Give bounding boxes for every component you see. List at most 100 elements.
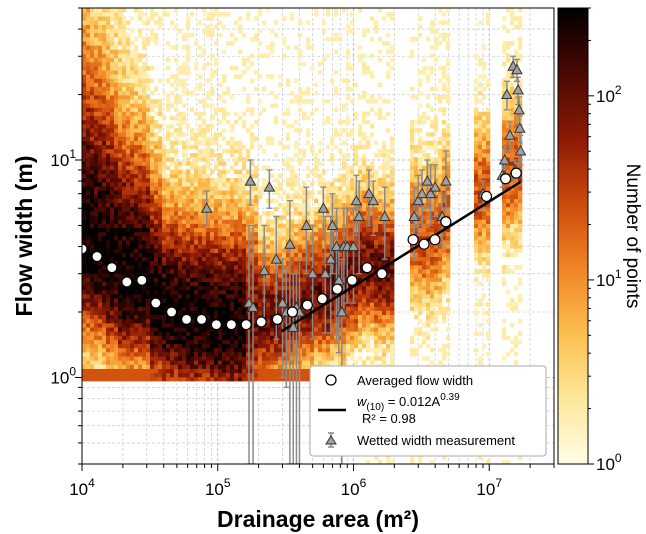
heatmap-cell [314,12,319,17]
heatmap-cell [326,219,331,224]
heatmap-cell [282,289,287,295]
heatmap-cell [146,273,151,278]
heatmap-cell [254,16,259,21]
heatmap-cell [306,45,311,50]
heatmap-cell [94,244,99,249]
heatmap-cell [158,153,163,158]
heatmap-cell [94,306,99,311]
heatmap-cell [138,182,143,187]
heatmap-cell [330,347,335,353]
heatmap-cell [82,372,87,378]
heatmap-cell [114,256,119,262]
heatmap-cell [314,302,319,307]
heatmap-cell [306,215,311,220]
heatmap-cell [174,198,179,204]
heatmap-cell [130,360,135,365]
heatmap-cell [134,327,139,332]
heatmap-cell [190,269,195,274]
heatmap-cell [146,240,151,245]
heatmap-cell [246,360,251,365]
heatmap-cell [178,169,183,175]
heatmap-cell [182,327,187,332]
heatmap-cell [134,206,139,212]
heatmap-cell [278,273,283,278]
heatmap-cell [242,256,247,262]
heatmap-cell [274,352,279,357]
heatmap-cell [186,231,191,237]
heatmap-cell [366,277,371,282]
heatmap-cell [206,356,211,361]
heatmap-cell [346,206,351,212]
heatmap-cell [86,161,91,166]
heatmap-cell [178,198,183,204]
heatmap-cell [150,318,155,324]
heatmap-cell [94,356,99,361]
heatmap-cell [162,240,167,245]
heatmap-cell [346,343,351,349]
heatmap-cell [206,335,211,340]
heatmap-cell [182,148,187,154]
heatmap-cell [198,347,203,353]
heatmap-cell [110,244,115,249]
heatmap-cell [350,289,355,295]
heatmap-cell [322,327,327,332]
heatmap-cell [186,186,191,191]
heatmap-cell [118,86,123,92]
heatmap-cell [222,310,227,316]
heatmap-cell [278,310,283,316]
heatmap-cell [210,335,215,340]
heatmap-cell [118,294,123,299]
heatmap-cell [322,260,327,266]
heatmap-cell [246,356,251,361]
heatmap-cell [162,277,167,282]
heatmap-cell [170,173,175,179]
heatmap-cell [206,331,211,336]
heatmap-cell [102,314,107,320]
heatmap-cell [202,310,207,316]
heatmap-cell [254,215,259,220]
heatmap-cell [186,331,191,336]
heatmap-cell [290,252,295,258]
heatmap-cell [262,86,267,92]
heatmap-cell [126,182,131,187]
heatmap-cell [110,161,115,166]
heatmap-cell [370,269,375,274]
heatmap-cell [350,265,355,270]
heatmap-cell [114,343,119,349]
heatmap-cell [182,323,187,328]
heatmap-cell [378,323,383,328]
heatmap-cell [366,169,371,175]
heatmap-cell [186,70,191,75]
heatmap-cell [346,302,351,307]
heatmap-cell [378,289,383,295]
heatmap-cell [134,285,139,291]
heatmap-cell [106,124,111,129]
heatmap-cell [330,157,335,162]
heatmap-cell [302,148,307,154]
heatmap-cell [366,248,371,253]
heatmap-cell [218,269,223,274]
heatmap-cell [306,294,311,299]
heatmap-cell [178,339,183,345]
heatmap-cell [206,140,211,146]
heatmap-cell [378,302,383,307]
heatmap-cell [290,265,295,270]
heatmap-cell [342,8,347,13]
heatmap-cell [306,219,311,224]
heatmap-cell [182,153,187,158]
heatmap-cell [198,99,203,104]
heatmap-cell [90,177,95,183]
heatmap-cell [338,298,343,303]
heatmap-cell [318,70,323,75]
heatmap-cell [90,327,95,332]
heatmap-cell [130,327,135,332]
heatmap-cell [122,360,127,365]
heatmap-cell [358,323,363,328]
heatmap-cell [278,194,283,199]
heatmap-cell [90,107,95,112]
heatmap-cell [170,202,175,208]
heatmap-cell [158,16,163,21]
heatmap-cell [342,119,347,125]
heatmap-cell [282,331,287,336]
heatmap-cell [298,53,303,59]
